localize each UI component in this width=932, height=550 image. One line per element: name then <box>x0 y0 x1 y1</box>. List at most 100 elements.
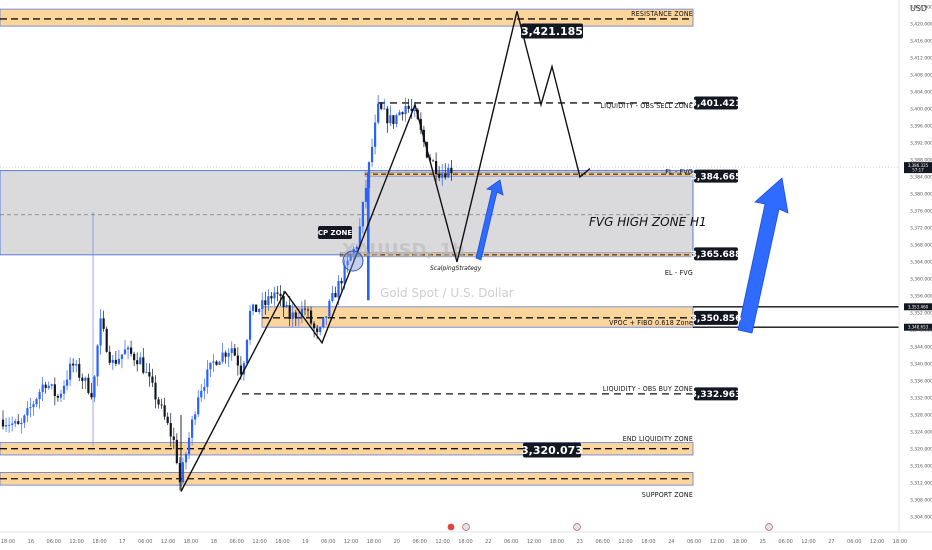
candle-body <box>133 353 136 361</box>
liquidity-sell-price-label: 3,401.421 <box>691 96 741 110</box>
liquidity-buy-label: LIQUIDITY - OBS BUY ZONE <box>603 385 693 393</box>
cp-zone-text: CP ZONE <box>318 229 353 237</box>
candle-body <box>300 308 303 318</box>
candle-body <box>438 174 441 178</box>
x-tick-label: 06:00 <box>778 539 792 545</box>
x-tick-label: 18:00 <box>92 539 106 545</box>
candle-body <box>221 352 224 362</box>
y-tick-label: 3,304.000 <box>910 515 932 521</box>
candle-body <box>367 172 370 301</box>
x-tick-label: 18:00 <box>733 539 747 545</box>
liquidity-buy-price-label-bg <box>694 387 738 401</box>
candle-body <box>191 419 194 438</box>
x-tick-label: 16 <box>28 539 34 545</box>
y-tick-label: 3,316.000 <box>910 464 932 470</box>
candle-body <box>273 292 276 299</box>
event-icons[interactable] <box>447 523 773 531</box>
candle-body <box>264 300 267 305</box>
vpoc-zone-label: VPOC + FIBO 0.618 Zone <box>609 319 693 327</box>
candle-body <box>84 377 87 381</box>
candle-body <box>139 357 142 365</box>
x-tick-label: 19 <box>302 539 308 545</box>
x-tick-label: 18 <box>211 539 217 545</box>
y-tick-label: 3,420.000 <box>910 22 932 28</box>
drawings-layer <box>180 11 789 492</box>
fl-fvg-price-label-bg <box>694 169 738 183</box>
x-tick-label: 12:00 <box>801 539 815 545</box>
candle-body <box>410 108 413 111</box>
candle-body <box>102 318 105 329</box>
candle-body <box>41 384 44 393</box>
candle-body <box>169 423 172 437</box>
candle-body <box>4 425 8 427</box>
x-tick-label: 06:00 <box>321 539 335 545</box>
x-tick-label: 27 <box>828 539 834 545</box>
y-tick-label: 3,356.000 <box>910 294 932 300</box>
candle-body <box>364 187 368 202</box>
x-tick-label: 06:00 <box>847 539 861 545</box>
y-tick-label: 3,352.000 <box>910 311 932 317</box>
end-liquidity-price-label-text: 3,320.073 <box>521 444 583 457</box>
watermark-name: Gold Spot / U.S. Dollar <box>380 286 514 300</box>
candle-body <box>163 405 166 417</box>
candle-body <box>87 377 90 393</box>
candle-body <box>450 167 453 174</box>
scale-level-text: 3,348.653 <box>908 325 929 330</box>
candle-body <box>245 339 249 364</box>
candle-body <box>154 382 157 400</box>
candle-body <box>111 359 114 363</box>
candle-body <box>23 415 26 423</box>
candle-body <box>444 173 447 178</box>
candle-body <box>331 292 334 301</box>
x-tick-label: 25 <box>760 539 766 545</box>
y-tick-label: 3,384.000 <box>910 175 932 181</box>
us-flag-icon[interactable] <box>462 523 470 531</box>
y-tick-label: 3,412.000 <box>910 56 932 62</box>
candle-body <box>392 115 395 125</box>
candle-body <box>53 384 56 397</box>
candle-body <box>401 112 404 115</box>
candle-body <box>389 115 392 124</box>
candle-body <box>151 376 154 383</box>
candle-body <box>47 385 50 388</box>
us-flag-icon[interactable] <box>573 523 581 531</box>
blue-arrow-large <box>737 177 789 334</box>
candle-body <box>172 436 175 440</box>
earnings-icon[interactable] <box>447 523 455 531</box>
x-tick-label: 06:00 <box>595 539 609 545</box>
candle-body <box>175 439 178 463</box>
candle-body <box>50 384 53 386</box>
x-tick-label: 12:00 <box>344 539 358 545</box>
x-tick-label: 12:00 <box>710 539 724 545</box>
candle-body <box>282 295 285 308</box>
x-tick-label: 06:00 <box>47 539 61 545</box>
candle-body <box>26 408 29 416</box>
x-tick-label: 24 <box>668 539 674 545</box>
price-scale[interactable]: 3,424.000 3,420.000 3,416.000 3,412.000 3,40… <box>910 5 932 521</box>
candle-body <box>236 355 239 366</box>
candle-body <box>407 105 410 109</box>
time-scale[interactable]: 18:00 16 06:00 12:00 18:00 17 06:00 12:00 18:00 1… <box>1 539 907 545</box>
x-tick-label: 22 <box>485 539 491 545</box>
y-tick-label: 3,364.000 <box>910 260 932 266</box>
us-flag-icon[interactable] <box>765 523 773 531</box>
candle-body <box>346 260 349 266</box>
candle-body <box>447 167 450 178</box>
resistance-price-label: 3,421.185 <box>521 23 583 39</box>
x-tick-label: 06:00 <box>412 539 426 545</box>
x-tick-label: 20 <box>394 539 400 545</box>
x-tick-label: 12:00 <box>435 539 449 545</box>
candle-body <box>349 256 352 261</box>
x-tick-label: 12:00 <box>252 539 266 545</box>
candle-body <box>105 328 108 352</box>
end-liquidity-price-label: 3,320.073 <box>521 442 583 458</box>
candle-body <box>148 372 151 377</box>
candle-body <box>166 416 169 424</box>
x-tick-label: 06:00 <box>230 539 244 545</box>
candle-body <box>395 115 398 125</box>
scale-level-text: 3,353.460 <box>908 304 929 309</box>
el-fvg-price-label-text: 3,365.688 <box>691 250 742 260</box>
candle-body <box>187 437 191 454</box>
x-tick-label: 18:00 <box>458 539 472 545</box>
